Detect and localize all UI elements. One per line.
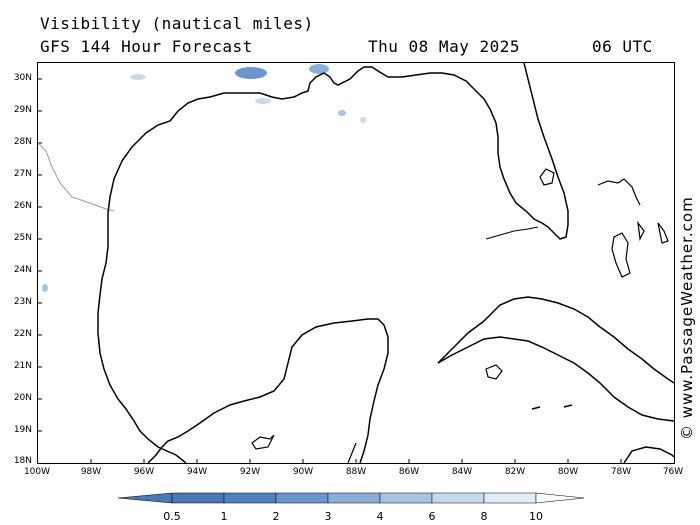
florida-keys xyxy=(485,226,539,240)
legend-swatch xyxy=(483,492,537,504)
lat-label: 27N xyxy=(13,169,32,179)
legend-arrow-low xyxy=(117,492,173,504)
bahamas-island xyxy=(597,178,641,206)
lon-label: 96W xyxy=(133,467,155,477)
lat-ticks xyxy=(38,78,42,432)
lat-label: 18N xyxy=(13,456,32,466)
legend-swatch xyxy=(171,492,225,504)
legend-swatch xyxy=(223,492,277,504)
lon-label: 100W xyxy=(23,467,51,477)
lon-label: 76W xyxy=(662,467,684,477)
cuba-north-coast xyxy=(437,296,674,384)
legend-swatch xyxy=(275,492,329,504)
legend-tick-label: 4 xyxy=(376,510,384,523)
legend-swatch xyxy=(379,492,433,504)
lat-label: 28N xyxy=(13,137,32,147)
legend-arrow-high xyxy=(535,492,585,504)
low-visibility-patch xyxy=(42,284,48,292)
lon-label: 94W xyxy=(186,467,208,477)
florida-east-coast xyxy=(523,63,569,240)
low-visibility-patch xyxy=(235,67,267,79)
cayman-island xyxy=(563,404,573,408)
lon-label: 82W xyxy=(504,467,526,477)
credit-watermark: © www.PassageWeather.com xyxy=(676,150,700,450)
isla-de-la-juventud xyxy=(485,364,503,380)
lat-label: 29N xyxy=(13,105,32,115)
lon-label: 86W xyxy=(398,467,420,477)
coastline-map xyxy=(38,63,674,463)
laguna-de-terminos xyxy=(251,434,275,450)
low-visibility-patch xyxy=(309,64,329,74)
lon-label: 80W xyxy=(557,467,579,477)
color-legend: 0.5 1 2 3 4 6 8 10 xyxy=(117,490,585,525)
lon-label: 78W xyxy=(610,467,632,477)
yucatan-coastline xyxy=(147,318,389,463)
lon-label: 92W xyxy=(239,467,261,477)
bahamas-island xyxy=(637,220,645,242)
lon-ticks xyxy=(90,459,622,463)
lat-label: 20N xyxy=(13,393,32,403)
border-line xyxy=(38,142,115,212)
chart-title: Visibility (nautical miles) xyxy=(40,14,314,33)
legend-tick-label: 2 xyxy=(272,510,280,523)
lat-label: 23N xyxy=(13,297,32,307)
legend-colorbar xyxy=(117,492,585,504)
belize-coastline xyxy=(347,442,357,463)
low-visibility-patch xyxy=(130,74,146,80)
credit-text: © www.PassageWeather.com xyxy=(678,196,696,440)
low-visibility-patch xyxy=(360,117,366,123)
lat-label: 22N xyxy=(13,329,32,339)
low-visibility-patch xyxy=(255,98,271,104)
lake-okeechobee xyxy=(539,168,555,186)
lat-label: 24N xyxy=(13,265,32,275)
gulf-coastline xyxy=(97,66,543,463)
legend-tick-label: 0.5 xyxy=(163,510,181,523)
legend-tick-label: 8 xyxy=(480,510,488,523)
forecast-map xyxy=(37,62,675,464)
forecast-time: 06 UTC xyxy=(592,37,653,56)
low-visibility-patch xyxy=(338,110,346,116)
cuba-south-coast xyxy=(437,336,674,422)
lon-label: 84W xyxy=(451,467,473,477)
lat-label: 26N xyxy=(13,201,32,211)
legend-tick-label: 6 xyxy=(428,510,436,523)
legend-tick-label: 10 xyxy=(529,510,543,523)
lon-label: 90W xyxy=(292,467,314,477)
legend-tick-label: 3 xyxy=(324,510,332,523)
lon-label: 88W xyxy=(345,467,367,477)
legend-swatch xyxy=(431,492,485,504)
cayman-island xyxy=(531,406,541,410)
lon-label: 98W xyxy=(80,467,102,477)
forecast-date: Thu 08 May 2025 xyxy=(368,37,520,56)
lat-label: 30N xyxy=(13,73,32,83)
lat-label: 21N xyxy=(13,361,32,371)
legend-swatch xyxy=(327,492,381,504)
bahamas-island xyxy=(611,232,631,278)
lat-label: 25N xyxy=(13,233,32,243)
bahamas-island xyxy=(657,222,669,244)
legend-tick-label: 1 xyxy=(220,510,228,523)
forecast-model-label: GFS 144 Hour Forecast xyxy=(40,37,253,56)
lat-label: 19N xyxy=(13,425,32,435)
jamaica-coastline xyxy=(623,446,674,463)
